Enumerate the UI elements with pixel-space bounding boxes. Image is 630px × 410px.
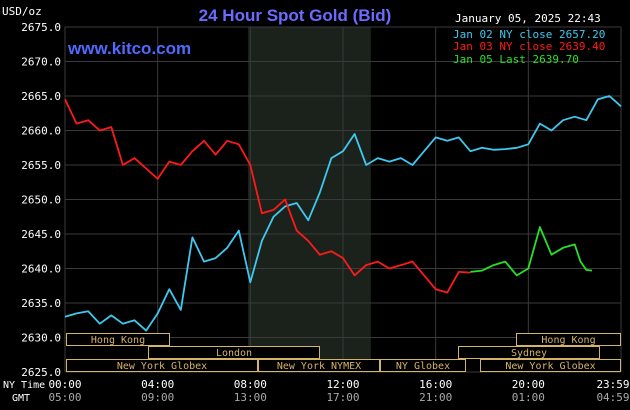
unit-label: USD/oz	[2, 5, 42, 18]
session-label: Sydney	[511, 348, 547, 359]
x-tick-labels: 00:00 04:00 08:00 12:00 16:00 20:00 23:59 05:00…	[48, 378, 629, 404]
datetime-label: January 05, 2025 22:43	[455, 12, 601, 25]
y-tick-label: 2665.0	[21, 90, 61, 103]
x-tick-label-gmt: 05:00	[48, 391, 81, 404]
series-line-0	[64, 95, 622, 332]
x-tick-label-ny: 16:00	[419, 378, 452, 391]
session-label: New York NYMEX	[277, 361, 361, 372]
y-tick-label: 2630.0	[21, 332, 61, 345]
x-tick-label-gmt: 04:59	[596, 391, 629, 404]
x-tick-label-ny: 23:59	[596, 378, 629, 391]
site-label: www.kitco.com	[67, 39, 191, 58]
legend: Jan 02 NY close 2657.20 Jan 03 NY close …	[453, 28, 605, 66]
chart-title: 24 Hour Spot Gold (Bid)	[199, 6, 392, 25]
session-label: New York Globex	[117, 361, 207, 372]
y-tick-label: 2675.0	[21, 21, 61, 34]
session-label: NY Globex	[396, 361, 450, 372]
session-label: New York Globex	[505, 361, 595, 372]
y-tick-labels: 2675.0 2670.0 2665.0 2660.0 2655.0 2650.0 2645…	[21, 21, 61, 379]
session-label: Hong Kong	[91, 335, 145, 346]
session-boxes: Hong Kong London New York Globex New York N…	[66, 333, 621, 372]
session-box	[380, 359, 466, 372]
series-line-1	[64, 99, 471, 294]
series-line-2	[470, 226, 593, 277]
legend-jan05: Jan 05 Last 2639.70	[453, 53, 579, 66]
x-tick-label-gmt: 17:00	[326, 391, 359, 404]
y-tick-label: 2640.0	[21, 263, 61, 276]
x-tick-label-ny: 04:00	[141, 378, 174, 391]
session-box	[66, 359, 258, 372]
x-tick-label-ny: 00:00	[48, 378, 81, 391]
x-tick-label-gmt: 21:00	[419, 391, 452, 404]
x-tick-label-gmt: 09:00	[141, 391, 174, 404]
x-tick-label-gmt: 01:00	[512, 391, 545, 404]
y-tick-label: 2650.0	[21, 194, 61, 207]
session-label: London	[216, 348, 252, 359]
session-box	[458, 346, 600, 359]
session-box	[516, 333, 621, 346]
y-tick-label: 2625.0	[21, 366, 61, 379]
y-tick-label: 2655.0	[21, 159, 61, 172]
session-box	[66, 333, 170, 346]
ny-time-label: NY Time	[3, 380, 45, 391]
x-tick-label-ny: 08:00	[234, 378, 267, 391]
y-tick-label: 2635.0	[21, 297, 61, 310]
series-lines	[64, 95, 622, 332]
y-tick-label: 2645.0	[21, 228, 61, 241]
session-box	[480, 359, 621, 372]
x-tick-label-ny: 12:00	[326, 378, 359, 391]
x-tick-label-gmt: 13:00	[234, 391, 267, 404]
y-tick-label: 2670.0	[21, 56, 61, 69]
y-tick-label: 2660.0	[21, 125, 61, 138]
session-box	[148, 346, 320, 359]
session-label: Hong Kong	[541, 335, 595, 346]
x-tick-label-ny: 20:00	[512, 378, 545, 391]
legend-jan03: Jan 03 NY close 2639.40	[453, 40, 605, 53]
gmt-label: GMT	[12, 393, 30, 404]
legend-jan02: Jan 02 NY close 2657.20	[453, 28, 605, 41]
session-box	[258, 359, 380, 372]
